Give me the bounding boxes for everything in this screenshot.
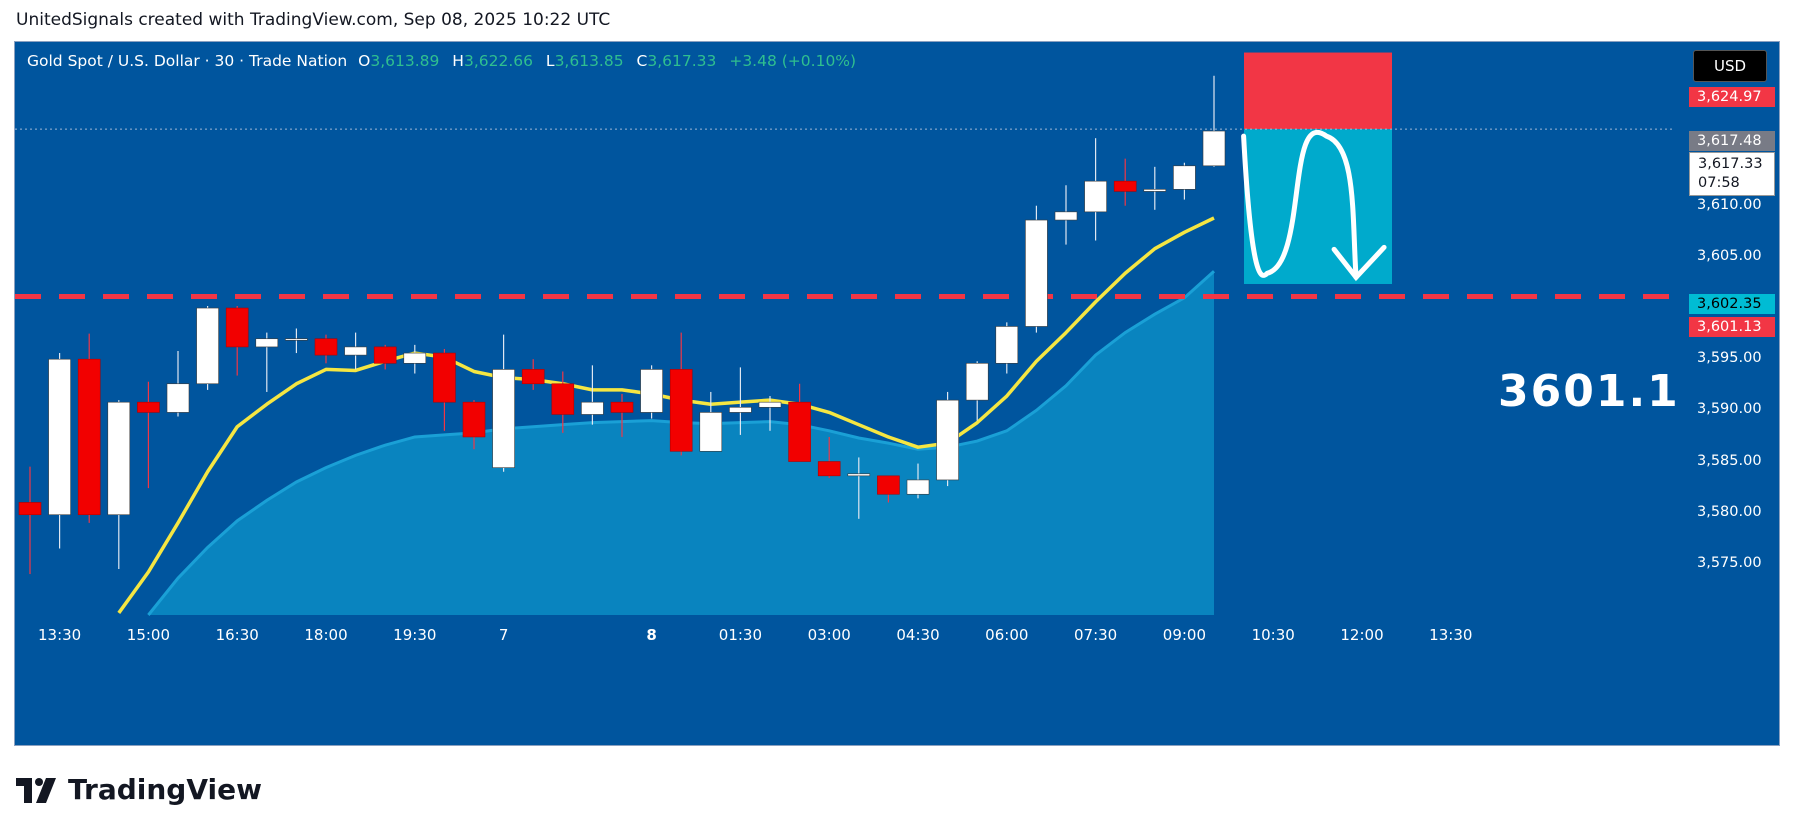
brand-name: TradingView (68, 773, 262, 806)
candle-body (551, 383, 575, 415)
candle-body (344, 346, 367, 356)
close-value: 3,617.33 (647, 52, 717, 70)
time-tick-label: 09:00 (1162, 626, 1207, 644)
candle-body (18, 502, 42, 516)
support-price-tag: 3,601.13 (1689, 317, 1775, 337)
candle-body (1143, 189, 1167, 192)
time-tick-label: 12:00 (1340, 626, 1384, 644)
last-price-value: 3,617.33 (1698, 156, 1763, 172)
candle-body (817, 461, 841, 477)
candle-body (965, 362, 989, 401)
take-profit-zone (1244, 129, 1392, 284)
candle-body (48, 358, 71, 516)
candle-body (137, 401, 160, 413)
time-tick-label: 07:30 (1073, 626, 1118, 644)
price-tick-label: 3,605.00 (1697, 247, 1762, 264)
candle-body (995, 326, 1019, 364)
candle-body (1202, 130, 1226, 167)
projected-path-line (1241, 130, 1359, 280)
candle-body (1025, 219, 1048, 327)
tradingview-logo-icon (16, 777, 56, 803)
candle-body (285, 338, 308, 341)
time-tick-label: 13:30 (37, 626, 82, 644)
candle-body (699, 412, 723, 452)
target-price-tag: 3,602.35 (1689, 294, 1775, 314)
candle-body (906, 479, 930, 495)
price-tick-label: 3,595.00 (1697, 350, 1762, 367)
chart-caption: UnitedSignals created with TradingView.c… (16, 10, 611, 30)
price-tick-label: 3,575.00 (1697, 554, 1762, 571)
candle-body (581, 401, 604, 415)
price-tick-label: 3,610.00 (1697, 196, 1762, 213)
open-value: 3,613.89 (370, 52, 440, 70)
candle-body (640, 369, 663, 413)
high-key: H (452, 52, 464, 70)
time-tick-label: 01:30 (718, 626, 763, 644)
candle-body (521, 369, 545, 385)
fast-ema-line (117, 216, 1215, 614)
candle-body (255, 338, 279, 348)
candle-body (610, 401, 634, 413)
candle-body (669, 369, 693, 452)
time-tick-label: 19:30 (393, 626, 437, 644)
close-key: C (636, 52, 648, 70)
stop-loss-zone (1244, 52, 1392, 130)
candlestick-chart[interactable] (15, 42, 1779, 745)
candle-body (729, 406, 752, 413)
low-key: L (545, 52, 555, 70)
open-key: O (358, 52, 371, 70)
last-price-tag: 3,617.33 07:58 (1689, 152, 1775, 196)
prev-close-price-tag: 3,617.48 (1689, 131, 1775, 151)
price-tick-label: 3,580.00 (1697, 503, 1762, 520)
candle-body (492, 369, 515, 468)
candle-body (462, 401, 486, 438)
time-tick-label: 15:00 (126, 626, 171, 644)
time-tick-label: 16:30 (215, 626, 259, 644)
symbol-legend: Gold Spot / U.S. Dollar · 30 · Trade Nat… (27, 52, 856, 70)
time-tick-label: 06:00 (985, 626, 1029, 644)
currency-button[interactable]: USD (1693, 50, 1767, 82)
price-tick-label: 3,590.00 (1697, 401, 1762, 418)
high-value: 3,622.66 (463, 52, 533, 70)
candle-body (433, 352, 456, 403)
candle-body (847, 473, 871, 477)
candle-body (758, 401, 782, 408)
candle-body (314, 338, 338, 356)
candle-body (1084, 180, 1107, 213)
stop-price-tag: 3,624.97 (1689, 87, 1775, 107)
candle-body (196, 307, 219, 385)
price-tick-label: 3,585.00 (1697, 452, 1762, 469)
candle-body (107, 401, 131, 516)
projected-arrow-head (1331, 244, 1387, 282)
time-tick-label: 13:30 (1429, 626, 1473, 644)
candle-body (1054, 211, 1078, 221)
candle-body (1113, 180, 1137, 192)
time-tick-label: 7 (498, 626, 509, 644)
candle-body (77, 358, 101, 516)
candle-body (877, 475, 900, 495)
candle-body (788, 401, 811, 462)
time-tick-label: 04:30 (896, 626, 940, 644)
candle-body (403, 352, 427, 364)
tradingview-brand[interactable]: TradingView (16, 773, 262, 806)
candle-body (166, 383, 190, 413)
target-annotation: 3601.1 (1498, 366, 1680, 417)
candle-body (1173, 165, 1196, 190)
time-tick-label: 18:00 (304, 626, 348, 644)
time-tick-label: 8 (646, 626, 657, 644)
candle-body (936, 399, 959, 481)
time-tick-label: 03:00 (807, 626, 851, 644)
time-tick-label: 10:30 (1251, 626, 1295, 644)
change-value: +3.48 (+0.10%) (729, 52, 857, 70)
chart-panel[interactable]: Gold Spot / U.S. Dollar · 30 · Trade Nat… (14, 41, 1780, 746)
low-value: 3,613.85 (554, 52, 624, 70)
symbol-name: Gold Spot / U.S. Dollar · 30 · Trade Nat… (27, 52, 348, 70)
candle-body (225, 307, 249, 348)
bar-countdown: 07:58 (1698, 175, 1740, 191)
candle-body (373, 346, 397, 364)
